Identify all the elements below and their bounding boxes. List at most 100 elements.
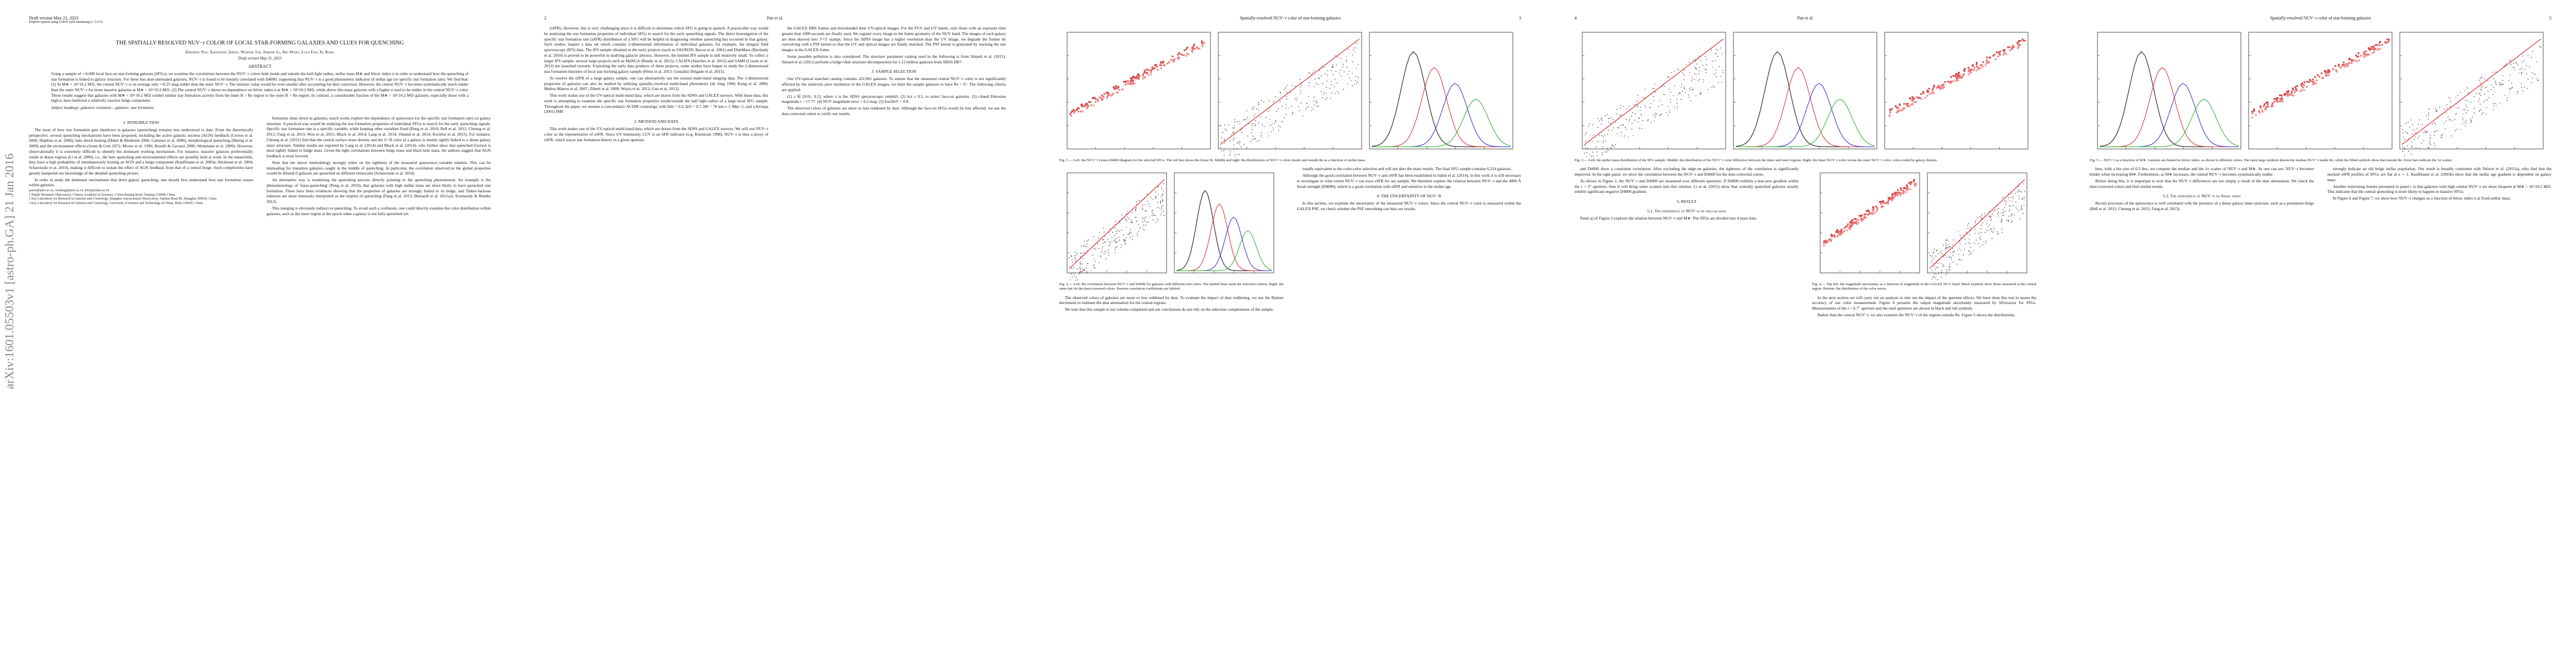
dot (1331, 70, 1332, 71)
dot (1585, 147, 1586, 148)
dot (2457, 94, 2459, 96)
dot (2449, 97, 2451, 99)
dot (1272, 127, 1274, 129)
dot (1143, 229, 1144, 230)
dot (2506, 63, 2507, 64)
figure-caption: Fig. 3.— Left: the stellar mass distribu… (1575, 158, 1938, 162)
density-cell (1973, 67, 1975, 69)
dot (1130, 222, 1132, 223)
dot (1148, 222, 1149, 223)
dot (1144, 204, 1145, 206)
density-cell (1899, 193, 1901, 196)
dot (1220, 137, 1222, 138)
dot (2428, 108, 2430, 109)
density-cell (1190, 49, 1193, 52)
dot (2499, 82, 2500, 83)
dot (1284, 88, 1285, 90)
density-cell (2019, 43, 2021, 46)
dot (2460, 129, 2462, 130)
density-cell (1193, 45, 1195, 47)
dot (1243, 143, 1244, 145)
dot (1253, 116, 1254, 117)
dot (1223, 155, 1225, 156)
dot (1281, 121, 1283, 122)
dot (2485, 113, 2487, 115)
density-cell (2286, 91, 2288, 93)
density-cell (2352, 59, 2354, 61)
dot (1712, 61, 1714, 62)
dot (2480, 94, 2482, 96)
density-cell (2315, 82, 2317, 84)
dot (2414, 136, 2416, 138)
density-cell (2009, 46, 2011, 48)
density-cell (2348, 62, 2350, 64)
dot (1083, 252, 1084, 253)
dot (2430, 143, 2431, 145)
section-heading: 5.1. The dependence of NUV−r on stellar … (1647, 208, 1726, 214)
dot (1981, 218, 1982, 220)
density-cell (1905, 103, 1907, 105)
figure-caption: Fig. 4.— Top left: the magnitude uncerta… (1812, 282, 2037, 291)
dot (1322, 97, 1323, 98)
dot (2521, 72, 2522, 73)
dot (2478, 101, 2479, 102)
panel-frame (1582, 32, 1726, 150)
density-cell (2316, 74, 2319, 76)
dot (1702, 79, 1704, 81)
dot (1258, 104, 1259, 106)
density-cell (2020, 39, 2022, 42)
dot (1991, 231, 1992, 232)
density-cell (2017, 43, 2019, 46)
dot (2499, 84, 2501, 86)
dot (1615, 121, 1617, 123)
dot (1157, 218, 1158, 220)
dot (1346, 56, 1347, 57)
dot (1965, 243, 1966, 245)
density-cell (2303, 84, 2305, 86)
dot (2007, 220, 2009, 221)
dot (1267, 132, 1268, 134)
density-cell (1822, 242, 1825, 245)
dot (2464, 99, 2466, 101)
density-cell (1860, 217, 1862, 220)
dot (1334, 93, 1336, 94)
density-cell (1891, 200, 1893, 202)
dot (1941, 250, 1942, 251)
dot (1107, 251, 1108, 253)
dot (1978, 232, 1979, 234)
density-cell (1888, 198, 1890, 201)
density-cell (1871, 212, 1874, 214)
dot (1094, 267, 1095, 268)
density-cell (1917, 97, 1920, 99)
dot (1326, 81, 1328, 82)
dot (2000, 221, 2002, 222)
density-cell (2002, 49, 2004, 52)
dot (1162, 198, 1163, 200)
density-cell (1187, 53, 1189, 56)
dot (1346, 59, 1347, 61)
density-cell (1920, 98, 1922, 100)
dot (1254, 125, 1255, 126)
density-cell (1142, 74, 1144, 77)
density-cell (2017, 41, 2020, 43)
density-cell (1862, 218, 1865, 220)
dot (1931, 255, 1933, 256)
histogram-curve (1736, 98, 1875, 147)
dot (1606, 148, 1608, 149)
density-cell (1076, 108, 1078, 111)
density-cell (1152, 68, 1154, 70)
density-cell (1911, 99, 1914, 102)
dot (1297, 97, 1298, 99)
density-cell (1192, 46, 1194, 48)
dot (1081, 271, 1083, 272)
dot (1326, 87, 1327, 88)
dot (1714, 53, 1716, 54)
dot (1678, 69, 1680, 71)
dot (1641, 113, 1642, 115)
dot (1155, 215, 1157, 216)
dot (1975, 218, 1977, 220)
dot (1283, 117, 1285, 118)
dot (1083, 245, 1084, 247)
dot (1691, 80, 1692, 81)
density-cell (1185, 54, 1187, 57)
